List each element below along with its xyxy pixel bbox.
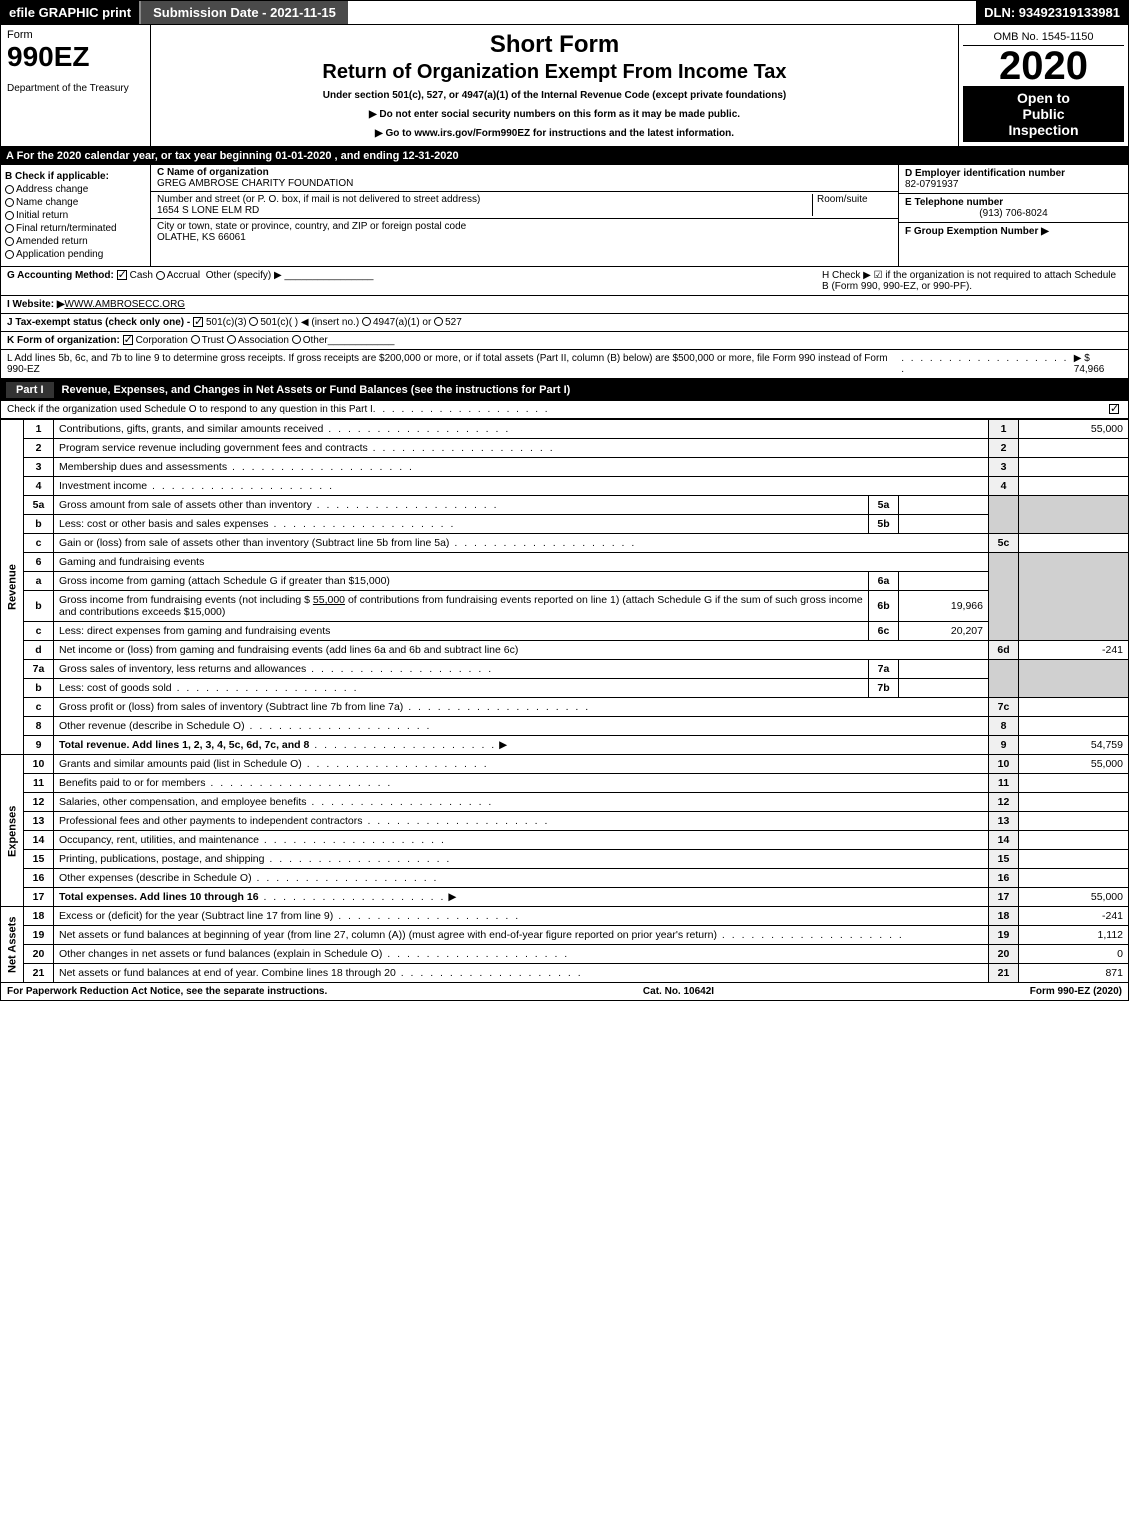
box-b: B Check if applicable: Address change Na… [1,165,151,266]
city-label: City or town, state or province, country… [157,221,466,232]
check-527[interactable] [434,317,443,326]
dept-treasury: Department of the Treasury [7,73,144,94]
line-num: 1 [24,420,54,439]
form-number: 990EZ [7,41,144,73]
line-ref: 1 [989,420,1019,439]
side-label-expenses: Expenses [1,755,24,907]
check-trust[interactable] [191,335,200,344]
check-schedule-o[interactable] [1109,404,1119,414]
side-label-net-assets: Net Assets [1,907,24,983]
dots-icon [901,353,1074,375]
efile-label[interactable]: efile GRAPHIC print [1,1,139,24]
check-other-org[interactable] [292,335,301,344]
check-application-pending[interactable]: Application pending [5,249,146,260]
footer-left: For Paperwork Reduction Act Notice, see … [7,986,327,997]
check-assoc[interactable] [227,335,236,344]
check-501c[interactable] [249,317,258,326]
top-bar: efile GRAPHIC print Submission Date - 20… [0,0,1129,25]
check-accrual[interactable] [156,271,165,280]
tax-year: 2020 [963,46,1124,86]
accounting-method-label: G Accounting Method: [7,270,114,281]
line-amount: 55,000 [1019,420,1129,439]
box-c: C Name of organization GREG AMBROSE CHAR… [151,165,898,266]
footer: For Paperwork Reduction Act Notice, see … [0,983,1129,1001]
phone-value: (913) 706-8024 [905,208,1122,219]
row-l: L Add lines 5b, 6c, and 7b to line 9 to … [0,350,1129,379]
part1-check-text: Check if the organization used Schedule … [7,404,373,415]
dots-icon [323,423,510,435]
street-value: 1654 S LONE ELM RD [157,205,259,216]
under-section: Under section 501(c), 527, or 4947(a)(1)… [157,90,952,101]
check-name-change[interactable]: Name change [5,197,146,208]
box-b-title: B Check if applicable: [5,171,146,182]
accounting-other: Other (specify) ▶ [206,270,282,281]
line-l-amount: ▶ $ 74,966 [1074,353,1122,375]
box-def: D Employer identification number 82-0791… [898,165,1128,266]
period-row: A For the 2020 calendar year, or tax yea… [0,147,1129,165]
open-public-line2: Public [967,106,1120,122]
check-initial-return[interactable]: Initial return [5,210,146,221]
org-name: GREG AMBROSE CHARITY FOUNDATION [157,178,353,189]
dln-label: DLN: 93492319133981 [976,1,1128,24]
goto-link[interactable]: ▶ Go to www.irs.gov/Form990EZ for instru… [157,128,952,139]
return-title: Return of Organization Exempt From Incom… [157,61,952,84]
form-org-label: K Form of organization: [7,335,120,346]
open-public-line3: Inspection [967,122,1120,138]
footer-cat: Cat. No. 10642I [643,986,714,997]
check-final-return[interactable]: Final return/terminated [5,223,146,234]
website-label: I Website: ▶ [7,299,65,310]
check-501c3[interactable] [193,317,203,327]
room-suite-label: Room/suite [812,194,892,216]
submission-date: Submission Date - 2021-11-15 [139,1,348,24]
no-ssn-note: ▶ Do not enter social security numbers o… [157,109,952,120]
org-name-label: C Name of organization [157,167,269,178]
tax-exempt-label: J Tax-exempt status (check only one) - [7,317,190,328]
ein-label: D Employer identification number [905,168,1065,179]
check-corp[interactable] [123,335,133,345]
part1-title: Revenue, Expenses, and Changes in Net As… [62,384,571,396]
part1-header: Part I Revenue, Expenses, and Changes in… [0,379,1129,401]
row-k: K Form of organization: Corporation Trus… [0,332,1129,350]
website-value[interactable]: WWW.AMBROSECC.ORG [65,299,186,310]
info-grid: B Check if applicable: Address change Na… [0,165,1129,267]
city-value: OLATHE, KS 66061 [157,232,246,243]
open-public-badge: Open to Public Inspection [963,86,1124,142]
side-label-revenue: Revenue [1,420,24,755]
part1-table: Revenue 1 Contributions, gifts, grants, … [0,419,1129,983]
check-amended-return[interactable]: Amended return [5,236,146,247]
line-l-text: L Add lines 5b, 6c, and 7b to line 9 to … [7,353,901,375]
street-label: Number and street (or P. O. box, if mail… [157,194,480,205]
phone-label: E Telephone number [905,197,1003,208]
part1-check-row: Check if the organization used Schedule … [0,401,1129,419]
dots-icon [373,404,550,415]
box-h: H Check ▶ ☑ if the organization is not r… [822,270,1122,292]
part1-label: Part I [6,382,54,398]
footer-right: Form 990-EZ (2020) [1030,986,1122,997]
check-address-change[interactable]: Address change [5,184,146,195]
check-4947[interactable] [362,317,371,326]
group-exemption-label: F Group Exemption Number ▶ [905,226,1049,237]
row-gh: G Accounting Method: Cash Accrual Other … [0,267,1129,296]
check-cash[interactable] [117,270,127,280]
form-header: Form 990EZ Department of the Treasury Sh… [0,25,1129,147]
ein-value: 82-0791937 [905,179,958,190]
form-word: Form [7,29,144,41]
row-j: J Tax-exempt status (check only one) - 5… [0,314,1129,332]
short-form-title: Short Form [157,31,952,59]
row-i: I Website: ▶ WWW.AMBROSECC.ORG [0,296,1129,314]
open-public-line1: Open to [967,90,1120,106]
